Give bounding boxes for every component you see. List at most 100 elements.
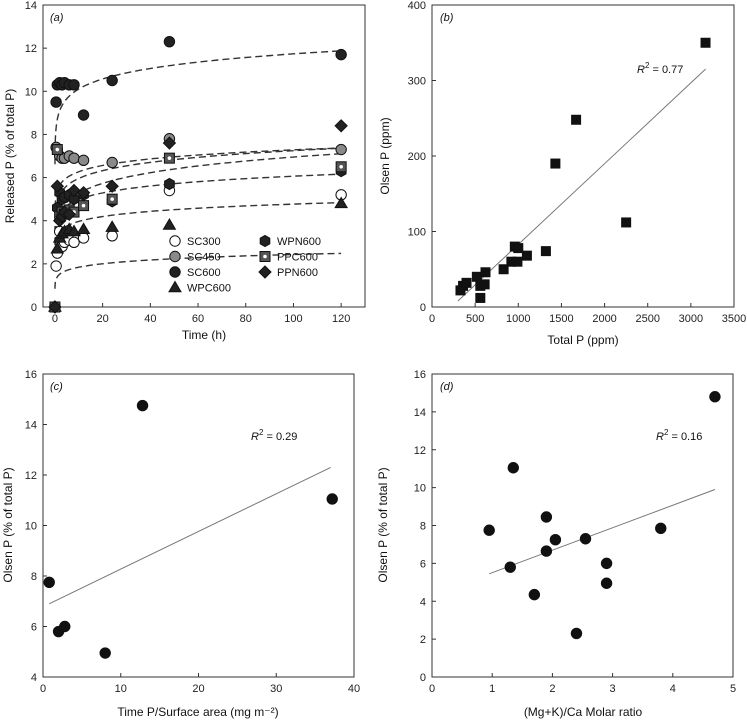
- panel-b-x-tick-label: 2500: [635, 313, 659, 325]
- point-ppc600: [51, 144, 63, 156]
- panel-c-r2-sup: 2: [259, 428, 264, 437]
- data-point: [571, 114, 582, 125]
- panel-c-y-tick-label: 8: [31, 571, 37, 583]
- panel-c-x-tick-label: 20: [192, 683, 204, 695]
- legend-marker-ppn600: [258, 265, 272, 279]
- panel-a-y-tick-label: 6: [31, 173, 37, 185]
- data-point: [498, 264, 509, 275]
- panel-b-y-title: Olsen P (ppm): [378, 117, 392, 194]
- panel-b-axes: 0 500 1000 1500 2000 2500 3000 3500 0 100 200 300 40…: [408, 0, 747, 325]
- data-point: [326, 493, 338, 505]
- panel-a-x-tick-label: 100: [284, 313, 302, 325]
- panel-d-y-tick-label: 8: [420, 521, 426, 533]
- data-point: [504, 561, 516, 573]
- data-point: [480, 267, 491, 278]
- panel-d-r2-value: = 0.16: [668, 431, 702, 443]
- panel-b-frame: [431, 4, 735, 308]
- data-point: [579, 533, 592, 545]
- panel-b-y-tick-label: 100: [408, 227, 426, 239]
- data-point: [621, 217, 632, 228]
- panel-d-y-tick-label: 4: [420, 596, 426, 608]
- point-sc600: [163, 35, 176, 48]
- panel-b-fit-line: [457, 68, 706, 302]
- point-sc600: [335, 48, 347, 61]
- point-ppn600: [48, 300, 62, 314]
- point-sc600: [77, 109, 90, 121]
- point-sc300: [50, 260, 62, 272]
- panel-a-y-tick-label: 14: [25, 0, 37, 12]
- panel-b-x-tick-label: 1500: [549, 313, 573, 325]
- panel-c-x-title: Time P/Surface area (mg m⁻²): [117, 705, 278, 719]
- legend-label-ppc600: PPC600: [277, 252, 318, 264]
- panel-d-y-tick-label: 14: [414, 407, 426, 419]
- panel-b-label: (b): [440, 12, 454, 24]
- panel-d-x-tick-label: 4: [670, 683, 676, 695]
- legend-label-sc300: SC300: [187, 236, 221, 248]
- point-ppc600: [335, 161, 347, 173]
- data-point: [513, 243, 524, 254]
- panel-b-x-tick-label: 3000: [679, 313, 703, 325]
- point-ppn600: [334, 119, 348, 133]
- panel-a-y-tick-label: 4: [31, 216, 37, 228]
- panel-d-y-tick-label: 0: [420, 672, 426, 684]
- point-ppc600: [78, 200, 90, 212]
- legend-marker-ppc600-dot: [263, 254, 267, 259]
- panel-c-axes: 0 10 20 30 40 4 6 8 10 12 14 16: [25, 369, 360, 695]
- data-point: [136, 399, 149, 412]
- point-sc600: [68, 79, 80, 91]
- panel-c-y-tick-label: 16: [25, 369, 37, 381]
- panel-c-y-tick-label: 6: [31, 622, 37, 634]
- legend-marker-sc300: [169, 235, 181, 247]
- panel-d-fit-line: [489, 489, 716, 575]
- regression-line: [49, 466, 331, 605]
- panel-c-points: [43, 399, 338, 659]
- data-point: [709, 391, 721, 403]
- legend-marker-sc450: [169, 250, 181, 263]
- panel-a-y-tick-label: 10: [25, 86, 37, 98]
- legend-label-sc600: SC600: [187, 267, 221, 279]
- point-ppn600: [76, 185, 91, 200]
- data-point: [461, 277, 472, 288]
- panel-a-legend: SC300 SC450 SC600 WPC600 WPN600 PPC600 PPN600: [168, 234, 321, 295]
- point-sc300: [68, 236, 80, 248]
- point-wpc600: [76, 222, 91, 235]
- data-point: [655, 522, 667, 535]
- panel-a-x-tick-label: 0: [52, 313, 58, 325]
- point-sc300: [77, 232, 90, 244]
- panel-c-r2-prefix: R: [251, 431, 259, 443]
- panel-b-x-tick-label: 2000: [592, 313, 616, 325]
- legend-marker-wpc600: [168, 280, 182, 293]
- panel-b-y-tick-label: 0: [420, 302, 426, 314]
- panel-a-label: (a): [50, 12, 64, 24]
- point-ppc600-dot: [110, 197, 114, 201]
- panel-d-x-tick-label: 1: [489, 683, 495, 695]
- panel-b-x-title: Total P (ppm): [547, 333, 618, 347]
- panel-a-x-tick-label: 80: [240, 313, 252, 325]
- panel-d-r2-prefix: R: [656, 431, 664, 443]
- panel-a-x-title: Time (h): [182, 328, 226, 342]
- panel-c-y-tick-label: 14: [25, 420, 37, 432]
- panel-a-y-tick-label: 12: [25, 43, 37, 55]
- data-point: [99, 647, 111, 659]
- data-point: [43, 576, 55, 589]
- panel-b-r2-prefix: R: [637, 64, 645, 76]
- panel-d-x-tick-label: 2: [549, 683, 555, 695]
- panel-c-fit-line: [49, 466, 331, 605]
- data-point: [600, 557, 613, 570]
- panel-b-x-tick-label: 500: [466, 313, 484, 325]
- panel-d-r2: R2 = 0.16: [656, 428, 702, 443]
- panel-c-y-tick-label: 4: [31, 672, 37, 684]
- panel-d-y-title: Olsen P (% of total P): [376, 467, 390, 582]
- panel-b-y-tick-label: 200: [408, 151, 426, 163]
- data-point: [570, 627, 583, 640]
- panel-a-x-tick-label: 40: [144, 313, 156, 325]
- legend-marker-sc600: [169, 266, 181, 278]
- panel-c-label: (c): [50, 381, 63, 393]
- panel-d-y-tick-label: 10: [414, 483, 426, 495]
- point-ppc600: [106, 193, 118, 205]
- panel-a-y-title: Released P (% of total P): [3, 89, 17, 224]
- point-wpc600: [67, 224, 81, 237]
- panel-d-y-tick-label: 2: [420, 634, 426, 646]
